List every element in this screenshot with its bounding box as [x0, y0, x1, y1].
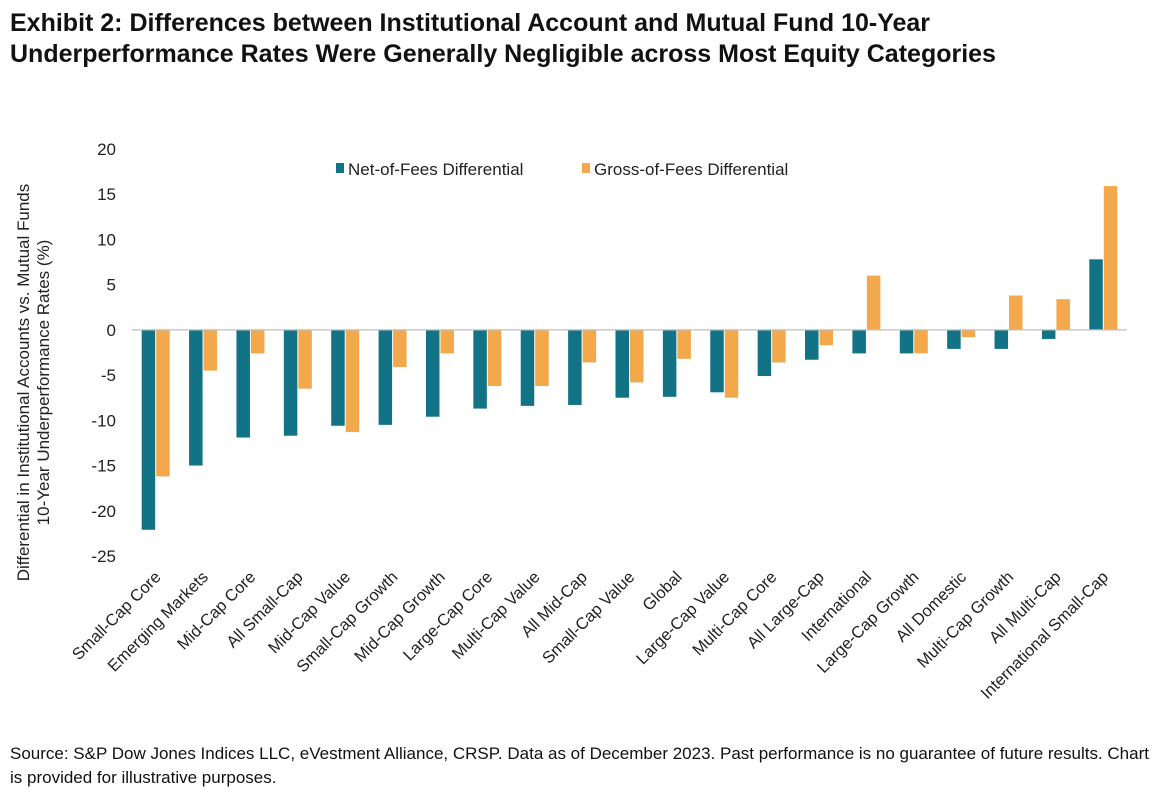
net-bar-mid-cap-core [236, 329, 250, 438]
legend-swatch-net [336, 163, 344, 173]
net-bar-emerging-markets [189, 329, 203, 466]
gross-bar-small-cap-growth [393, 329, 407, 367]
y-axis-label-line2: 10-Year Underperformance Rates (%) [34, 240, 53, 526]
gross-bar-all-multi-cap [1056, 299, 1070, 330]
gross-bar-mid-cap-growth [440, 329, 454, 354]
y-tick-label: -15 [91, 457, 116, 476]
net-bar-large-cap-value [710, 329, 724, 393]
gross-bar-mid-cap-value [345, 329, 360, 433]
category-label: Multi-Cap Core [689, 568, 780, 659]
net-bar-all-multi-cap [1041, 329, 1056, 339]
legend-swatch-gross [582, 163, 590, 173]
y-tick-label: 5 [107, 276, 116, 295]
y-tick-label: 20 [97, 140, 116, 159]
net-bar-large-cap-core [473, 329, 487, 409]
category-label: Multi-Cap Value [449, 568, 544, 663]
net-bar-large-cap-growth [899, 329, 914, 354]
chart: Differential in Institutional Accounts v… [14, 140, 1127, 703]
category-label: Global [639, 568, 685, 614]
net-bar-all-mid-cap [568, 329, 582, 405]
net-bar-all-large-cap [805, 329, 819, 360]
gross-bar-all-small-cap [298, 329, 312, 389]
y-tick-label: -20 [91, 502, 116, 521]
gross-bar-multi-cap-value [535, 329, 549, 386]
net-bar-small-cap-core [141, 329, 156, 530]
gross-bar-multi-cap-growth [1009, 295, 1023, 330]
gross-bar-small-cap-value [630, 329, 644, 383]
gross-bar-global [677, 329, 691, 359]
net-bar-small-cap-growth [378, 329, 393, 425]
y-axis-ticks: 20 15 10 5 0 -5 -10 -15 -20 -25 [91, 140, 116, 566]
gross-bar-all-large-cap [819, 329, 834, 346]
gross-bar-large-cap-core [487, 329, 502, 386]
gross-bar-large-cap-growth [914, 329, 928, 354]
gross-bar-multi-cap-core [772, 329, 786, 363]
y-tick-label: -25 [91, 547, 116, 566]
y-axis-label-line1: Differential in Institutional Accounts v… [14, 184, 33, 582]
net-bar-mid-cap-growth [425, 329, 440, 417]
gross-bar-international [866, 275, 881, 330]
gross-bar-all-domestic [961, 329, 976, 338]
y-tick-label: -5 [101, 366, 116, 385]
net-bar-all-small-cap [283, 329, 298, 436]
net-bar-international [852, 329, 866, 354]
net-bar-multi-cap-growth [994, 329, 1009, 349]
net-bar-small-cap-value [615, 329, 629, 398]
y-tick-label: 10 [97, 230, 116, 249]
legend-label-gross: Gross-of-Fees Differential [594, 160, 788, 179]
bars [141, 186, 1118, 530]
legend: Net-of-Fees Differential Gross-of-Fees Di… [336, 160, 788, 179]
gross-bar-all-mid-cap [582, 329, 597, 363]
net-bar-all-domestic [947, 329, 961, 349]
y-tick-label: 0 [107, 321, 116, 340]
gross-bar-emerging-markets [203, 329, 218, 371]
category-label: Mid-Cap Value [265, 568, 354, 657]
net-bar-mid-cap-value [331, 329, 345, 426]
source-note: Source: S&P Dow Jones Indices LLC, eVest… [10, 744, 1149, 787]
net-bar-multi-cap-core [757, 329, 772, 377]
gross-bar-small-cap-core [156, 329, 170, 477]
net-bar-international-small-cap [1089, 259, 1103, 330]
y-axis-label: Differential in Institutional Accounts v… [14, 184, 53, 582]
y-tick-label: -10 [91, 411, 116, 430]
gross-bar-large-cap-value [724, 329, 739, 398]
gross-bar-international-small-cap [1103, 186, 1118, 330]
chart-title: Exhibit 2: Differences between Instituti… [10, 9, 996, 68]
net-bar-multi-cap-value [520, 329, 535, 406]
legend-label-net: Net-of-Fees Differential [348, 160, 523, 179]
gross-bar-mid-cap-core [250, 329, 265, 354]
net-bar-global [662, 329, 677, 397]
y-tick-label: 15 [97, 185, 116, 204]
